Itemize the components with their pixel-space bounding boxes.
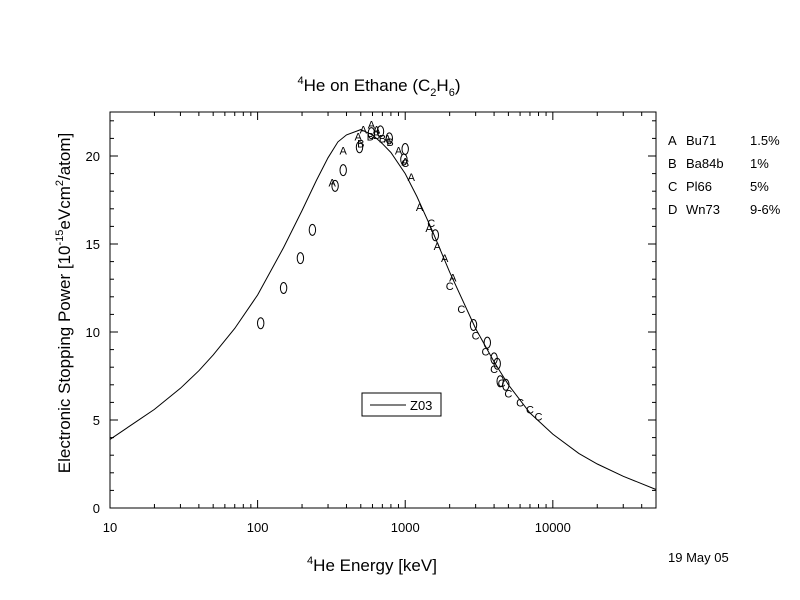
y-axis-tick-labels: 0 5 10 15 20 xyxy=(86,149,100,516)
marker-bu71: A xyxy=(425,223,433,235)
marker-bu71: A xyxy=(402,156,410,168)
x-tick-label: 100 xyxy=(247,520,269,535)
marker-bu71: A xyxy=(408,172,416,184)
chart-title-sub2: 6 xyxy=(449,87,455,99)
reference-legend: A Bu71 1.5% B Ba84b 1% C Pl66 5% D Wn73 9-6% xyxy=(668,133,781,217)
marker-bu71: A xyxy=(360,125,368,137)
reference-legend-ref: Bu71 xyxy=(686,133,716,148)
marker-wn73 xyxy=(483,336,491,349)
curve-legend-label: Z03 xyxy=(410,398,432,413)
marker-wn73 xyxy=(502,378,510,391)
y-axis-label-sup2: 2 xyxy=(54,180,66,186)
marker-pl66: C xyxy=(516,397,524,409)
marker-wn73 xyxy=(339,164,347,177)
reference-legend-ref: Pl66 xyxy=(686,179,712,194)
marker-wn73 xyxy=(331,179,339,192)
reference-legend-symbol: C xyxy=(668,179,677,194)
marker-ba84b: B xyxy=(357,139,364,151)
reference-legend-uncertainty: 1% xyxy=(750,156,769,171)
marker-wn73 xyxy=(376,125,385,138)
x-tick-label: 10 xyxy=(103,520,117,535)
plot-frame xyxy=(109,111,657,509)
z03-curve xyxy=(109,129,657,490)
x-axis-ticks xyxy=(109,112,657,508)
marker-bu71: A xyxy=(441,253,449,265)
y-axis-label-sup1: -15 xyxy=(54,230,66,246)
x-tick-label: 10000 xyxy=(535,520,571,535)
marker-bu71: A xyxy=(449,272,457,284)
x-axis-tick-labels: 10 100 1000 10000 xyxy=(103,520,571,535)
chart-title-part3: ) xyxy=(455,76,461,95)
y-axis-label-part3: /atom] xyxy=(55,133,74,180)
marker-bu71: A xyxy=(416,202,424,214)
chart-title-sub1: 2 xyxy=(430,87,436,99)
chart-title-part1: He on Ethane (C xyxy=(304,76,431,95)
y-axis-label-part2: eVcm xyxy=(55,186,74,229)
reference-legend-symbol: B xyxy=(668,156,677,171)
reference-legend-row: B Ba84b 1% xyxy=(668,156,769,171)
chart-title: 4He on Ethane (C2H6) xyxy=(298,75,461,99)
marker-pl66: C xyxy=(526,404,534,416)
reference-legend-row: D Wn73 9-6% xyxy=(668,202,781,217)
reference-legend-row: A Bu71 1.5% xyxy=(668,133,780,148)
marker-bu71: A xyxy=(340,146,348,158)
y-tick-label: 15 xyxy=(86,237,100,252)
marker-pl66: C xyxy=(504,389,512,401)
marker-bu71: A xyxy=(395,146,403,158)
marker-ba84b: B xyxy=(373,130,380,142)
marker-bu71: A xyxy=(384,133,392,145)
x-axis-label-text: He Energy [keV] xyxy=(313,556,437,575)
marker-ba84b: B xyxy=(379,133,386,145)
reference-legend-row: C Pl66 5% xyxy=(668,179,769,194)
reference-legend-symbol: D xyxy=(668,202,677,217)
marker-wn73 xyxy=(308,223,317,236)
marker-wn73 xyxy=(367,127,376,140)
marker-wn73 xyxy=(493,357,501,370)
chart-title-part2: H xyxy=(436,76,448,95)
curve-legend: Z03 xyxy=(361,392,442,417)
marker-wn73 xyxy=(385,132,393,145)
chart-title-sup: 4 xyxy=(298,75,304,87)
y-axis-label-part1: Electronic Stopping Power [10 xyxy=(55,246,74,474)
marker-pl66: C xyxy=(490,364,498,376)
x-tick-label: 1000 xyxy=(391,520,420,535)
marker-pl66: C xyxy=(457,304,465,316)
y-axis-ticks xyxy=(110,120,656,509)
marker-pl66: C xyxy=(482,346,490,358)
marker-wn73 xyxy=(469,319,478,331)
y-tick-label: 0 xyxy=(93,501,100,516)
marker-pl66: C xyxy=(401,158,409,170)
y-tick-label: 5 xyxy=(93,413,100,428)
marker-wn73 xyxy=(279,282,288,294)
marker-pl66: C xyxy=(498,378,506,390)
y-axis-label: Electronic Stopping Power [10-15eVcm2/at… xyxy=(54,133,74,474)
marker-bu71: A xyxy=(368,119,376,131)
marker-pl66: C xyxy=(535,412,543,424)
marker-bu71: A xyxy=(434,241,442,253)
marker-wn73 xyxy=(431,229,439,242)
x-axis-label-sup: 4 xyxy=(307,555,313,567)
reference-legend-uncertainty: 9-6% xyxy=(750,202,781,217)
reference-legend-ref: Wn73 xyxy=(686,202,720,217)
x-axis-label: 4He Energy [keV] xyxy=(307,555,437,575)
marker-bu71: A xyxy=(355,132,363,144)
reference-legend-uncertainty: 5% xyxy=(750,179,769,194)
marker-ba84b: B xyxy=(386,137,393,149)
marker-pl66: C xyxy=(427,218,435,230)
reference-legend-ref: Ba84b xyxy=(686,156,724,171)
marker-pl66: C xyxy=(472,331,480,343)
y-tick-label: 10 xyxy=(86,325,100,340)
marker-wn73 xyxy=(296,252,305,265)
reference-legend-uncertainty: 1.5% xyxy=(750,133,780,148)
y-tick-label: 20 xyxy=(86,149,100,164)
reference-legend-symbol: A xyxy=(668,133,677,148)
marker-pl66: C xyxy=(446,281,454,293)
marker-ba84b: B xyxy=(367,132,374,144)
date-stamp: 19 May 05 xyxy=(668,550,729,565)
marker-wn73 xyxy=(355,141,364,154)
marker-wn73 xyxy=(401,143,409,155)
marker-wn73 xyxy=(257,317,265,330)
